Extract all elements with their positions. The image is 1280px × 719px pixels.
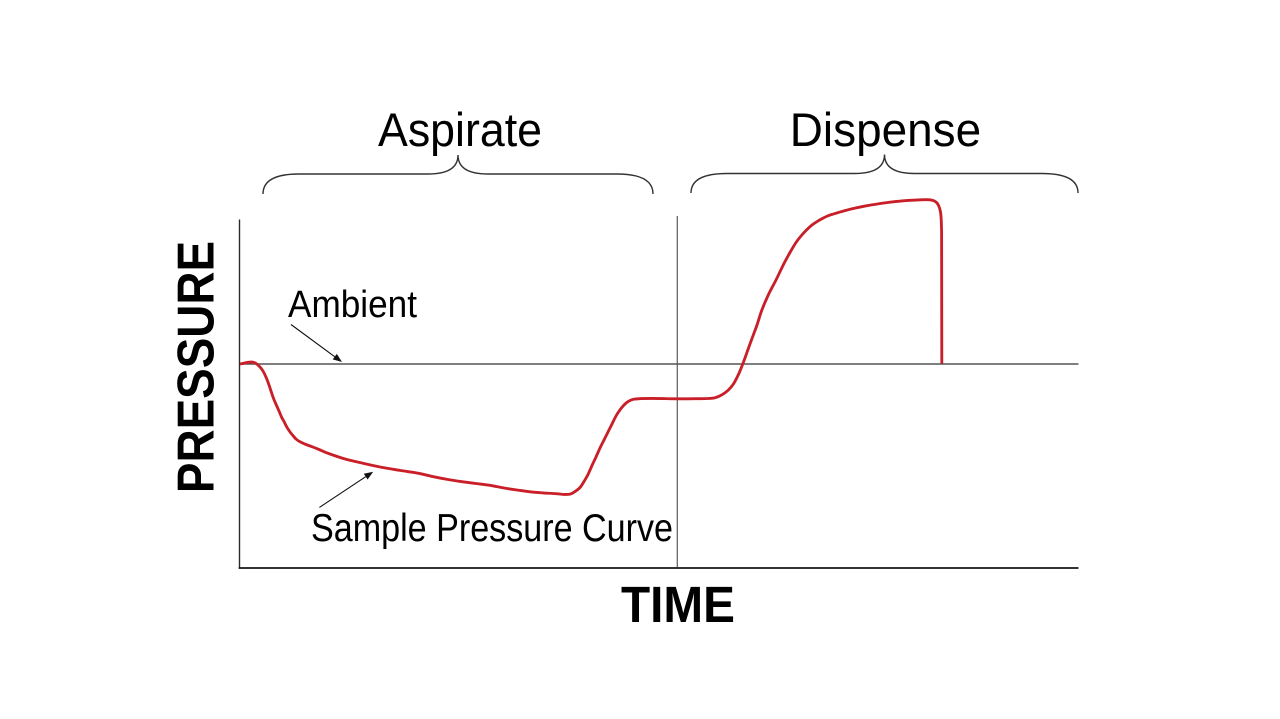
svg-text:Aspirate: Aspirate (378, 103, 542, 156)
svg-text:Dispense: Dispense (790, 103, 981, 156)
svg-text:Sample Pressure Curve: Sample Pressure Curve (311, 507, 673, 550)
svg-text:PRESSURE: PRESSURE (168, 241, 226, 493)
svg-text:Ambient: Ambient (288, 284, 417, 326)
svg-text:TIME: TIME (621, 576, 735, 633)
